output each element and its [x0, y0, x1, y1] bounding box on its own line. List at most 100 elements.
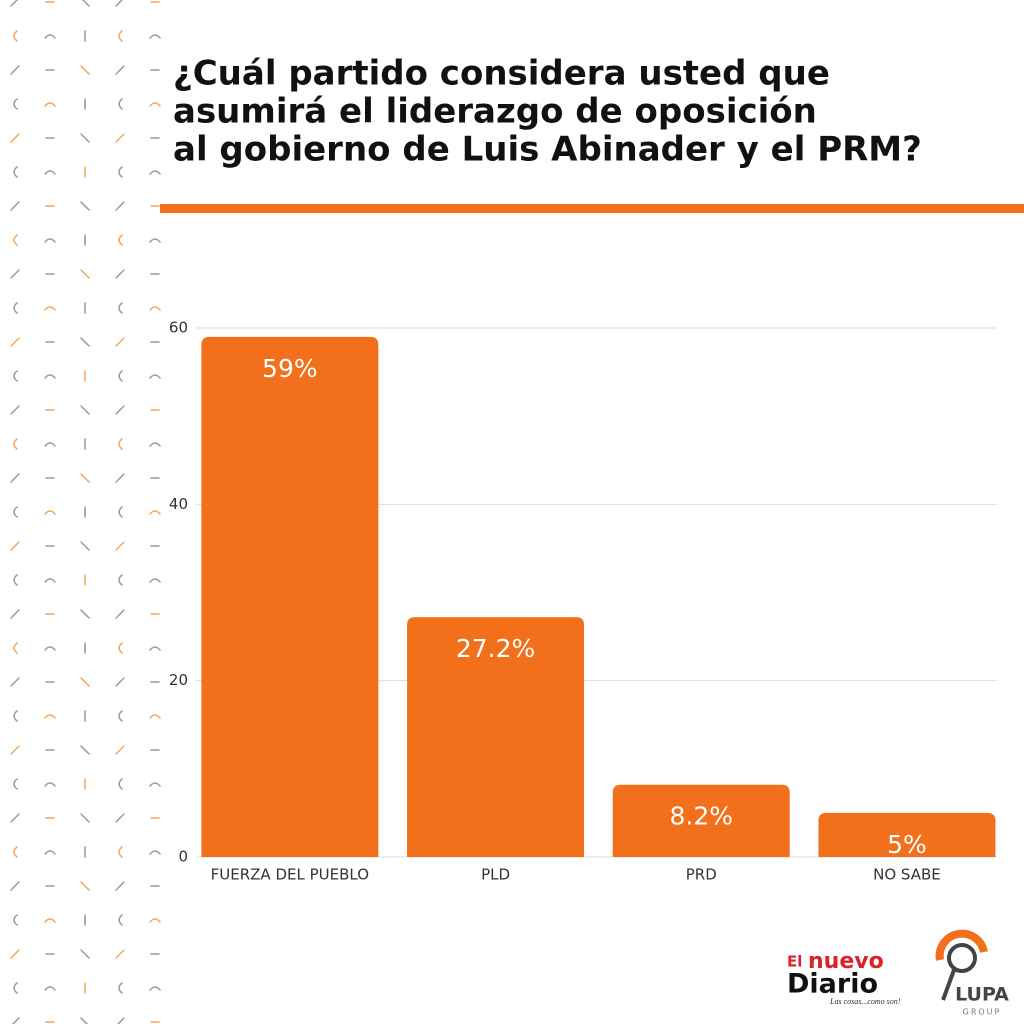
- decor-pattern: [10, 0, 161, 1024]
- decor-mark: [44, 850, 56, 855]
- decor-mark: [115, 609, 125, 619]
- decor-mark: [10, 609, 20, 619]
- decor-mark: [118, 846, 123, 858]
- decor-mark: [115, 541, 125, 551]
- decor-mark: [149, 170, 161, 175]
- decor-mark: [10, 201, 20, 211]
- decor-mark: [10, 0, 19, 7]
- decor-mark: [10, 949, 20, 959]
- decor-mark: [118, 166, 123, 178]
- chart-title: al gobierno de Luis Abinader y el PRM?: [173, 130, 922, 170]
- decor-mark: [10, 65, 20, 75]
- decor-mark: [80, 337, 90, 347]
- decor-mark: [118, 778, 123, 790]
- x-tick-label: FUERZA DEL PUEBLO: [211, 866, 369, 884]
- decor-mark: [13, 302, 18, 314]
- decor-mark: [44, 986, 56, 991]
- decor-mark: [149, 714, 161, 719]
- y-tick-label: 40: [169, 495, 188, 513]
- decor-mark: [118, 574, 123, 586]
- decor-mark: [80, 405, 90, 415]
- decor-mark: [44, 442, 56, 447]
- decor-mark: [80, 65, 90, 75]
- decor-mark: [13, 30, 18, 42]
- decor-mark: [44, 306, 56, 311]
- decor-mark: [13, 778, 18, 790]
- decor-mark: [80, 473, 90, 483]
- decor-mark: [80, 541, 90, 551]
- decor-mark: [115, 133, 125, 143]
- value-label: 8.2%: [669, 802, 733, 831]
- decor-mark: [118, 98, 123, 110]
- decor-mark: [118, 506, 123, 518]
- value-label: 27.2%: [456, 634, 535, 663]
- decor-mark: [149, 646, 161, 651]
- decor-mark: [115, 745, 125, 755]
- logo-text: LUPA: [955, 984, 1009, 1006]
- decor-mark: [10, 813, 20, 823]
- decor-mark: [116, 1017, 125, 1024]
- decor-mark: [44, 170, 56, 175]
- decor-mark: [115, 269, 125, 279]
- decor-mark: [118, 30, 123, 42]
- decor-mark: [80, 677, 90, 687]
- decor-mark: [149, 306, 161, 311]
- decor-mark: [13, 642, 18, 654]
- decor-mark: [10, 269, 20, 279]
- decor-mark: [115, 677, 125, 687]
- newspaper-logo: El nuevo Diario Las cosas...como son!: [787, 949, 901, 1006]
- decor-mark: [118, 710, 123, 722]
- x-tick-label: PLD: [481, 866, 510, 884]
- bar: [407, 617, 585, 857]
- decor-mark: [115, 881, 125, 891]
- decor-mark: [149, 578, 161, 583]
- decor-mark: [115, 65, 125, 75]
- decor-mark: [81, 0, 90, 7]
- decor-mark: [10, 677, 20, 687]
- decor-mark: [13, 370, 18, 382]
- decor-mark: [44, 34, 56, 39]
- decor-mark: [115, 337, 125, 347]
- decor-mark: [44, 578, 56, 583]
- decor-mark: [80, 745, 90, 755]
- logo-tagline: Las cosas...como son!: [829, 997, 901, 1006]
- decor-mark: [149, 850, 161, 855]
- x-tick-label: PRD: [686, 866, 717, 884]
- logo-ring: [935, 929, 988, 961]
- decor-mark: [118, 982, 123, 994]
- decor-mark: [13, 234, 18, 246]
- decor-mark: [149, 102, 161, 107]
- decor-mark: [10, 405, 20, 415]
- decor-mark: [13, 914, 18, 926]
- decor-mark: [13, 574, 18, 586]
- decor-mark: [10, 745, 20, 755]
- decor-mark: [118, 302, 123, 314]
- decor-mark: [44, 782, 56, 787]
- decor-mark: [118, 234, 123, 246]
- y-tick-label: 60: [169, 319, 188, 337]
- decor-mark: [13, 438, 18, 450]
- decor-mark: [149, 442, 161, 447]
- decor-mark: [149, 510, 161, 515]
- decor-mark: [44, 510, 56, 515]
- decor-mark: [10, 337, 20, 347]
- decor-mark: [44, 714, 56, 719]
- decor-mark: [10, 881, 20, 891]
- decor-mark: [115, 0, 124, 7]
- decor-mark: [44, 918, 56, 923]
- logo-text: El: [787, 953, 802, 971]
- decor-mark: [80, 949, 90, 959]
- decor-mark: [80, 881, 90, 891]
- decor-mark: [80, 269, 90, 279]
- decor-mark: [149, 34, 161, 39]
- decor-mark: [149, 374, 161, 379]
- agency-logo: LUPA GROUP: [935, 929, 1009, 1017]
- logo-text: Diario: [787, 969, 878, 1000]
- decor-mark: [13, 982, 18, 994]
- bar: [612, 784, 790, 857]
- decor-mark: [80, 813, 90, 823]
- decor-mark: [10, 473, 20, 483]
- decor-mark: [115, 813, 125, 823]
- logo-handle: [941, 969, 956, 1001]
- y-tick-label: 20: [169, 671, 188, 689]
